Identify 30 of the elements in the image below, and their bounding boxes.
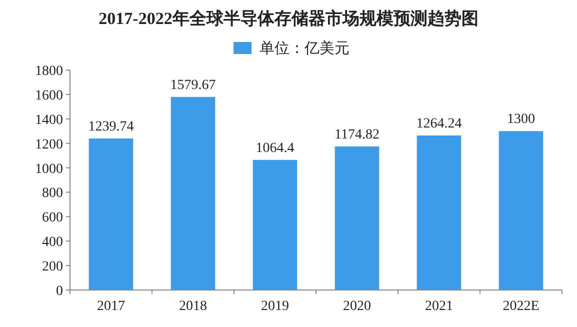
x-tick-label: 2019 [261, 299, 289, 314]
y-tick-label: 1400 [35, 112, 63, 128]
bar [498, 131, 544, 290]
data-label: 1064.4 [256, 140, 294, 156]
legend-label: 单位：亿美元 [260, 40, 350, 57]
x-tick-label: 2017 [97, 299, 125, 314]
data-label: 1264.24 [416, 116, 462, 132]
y-tick-label: 200 [42, 260, 63, 275]
bar [252, 160, 298, 290]
y-tick-label: 1000 [35, 162, 63, 177]
data-label: 1300 [507, 112, 535, 128]
x-tick-label: 2018 [179, 299, 207, 314]
y-tick-label: 1200 [35, 137, 63, 152]
y-tick-label: 400 [42, 235, 63, 250]
x-tick-label: 2020 [343, 299, 371, 314]
y-tick-label: 800 [42, 186, 63, 202]
bar [334, 146, 380, 290]
chart-title: 2017-2022年全球半导体存储器市场规模预测趋势图 [98, 9, 478, 28]
data-label: 1239.74 [88, 119, 134, 134]
x-tick-label: 2022E [502, 299, 540, 314]
y-tick-label: 600 [42, 210, 63, 226]
y-tick-label: 1800 [35, 64, 63, 79]
data-label: 1174.82 [334, 127, 380, 142]
x-tick-label: 2021 [425, 299, 453, 314]
bar [170, 96, 216, 290]
bar [416, 135, 462, 290]
bar [88, 138, 134, 290]
y-tick-label: 1600 [35, 88, 63, 104]
y-tick-label: 0 [56, 284, 63, 299]
data-label: 1579.67 [170, 78, 216, 93]
